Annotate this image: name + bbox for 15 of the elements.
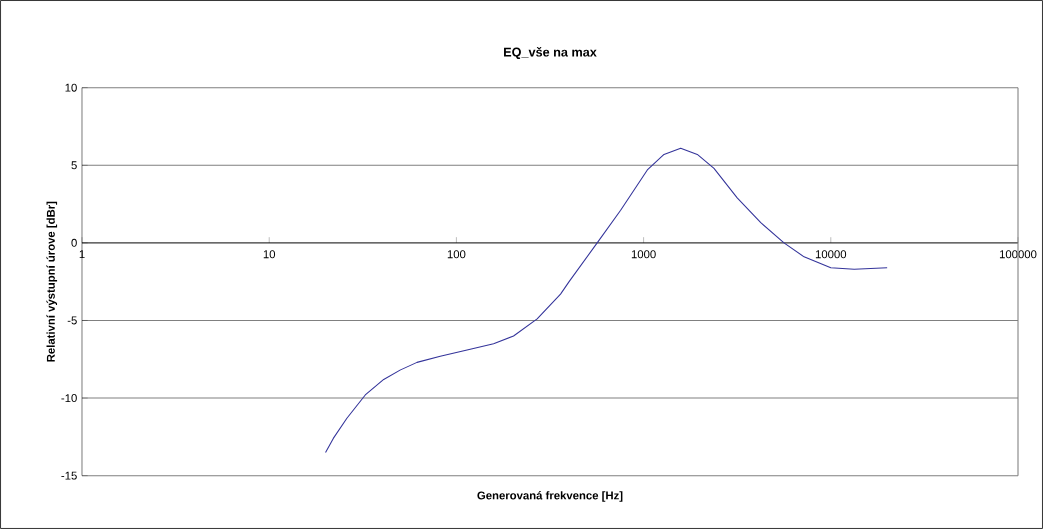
x-tick-label: 1 xyxy=(79,250,85,259)
y-axis-title: Relativní výstupní úrove [dBr] xyxy=(46,201,58,362)
x-tick-label: 10000 xyxy=(815,250,847,259)
x-tick-label: 10 xyxy=(263,250,276,259)
y-tick-label: -15 xyxy=(61,471,77,480)
x-tick-label: 100000 xyxy=(999,250,1037,259)
y-tick-label: -5 xyxy=(67,316,77,325)
y-tick-label: 10 xyxy=(65,83,77,92)
y-tick-label: 0 xyxy=(71,238,77,247)
x-tick-label: 1000 xyxy=(631,250,656,259)
chart-title: EQ_vše na max xyxy=(504,47,597,59)
y-tick-label: -10 xyxy=(61,394,77,403)
y-tick-label: 5 xyxy=(71,161,77,170)
x-tick-label: 100 xyxy=(447,250,466,259)
x-axis-title: Generovaná frekvence [Hz] xyxy=(477,491,623,502)
